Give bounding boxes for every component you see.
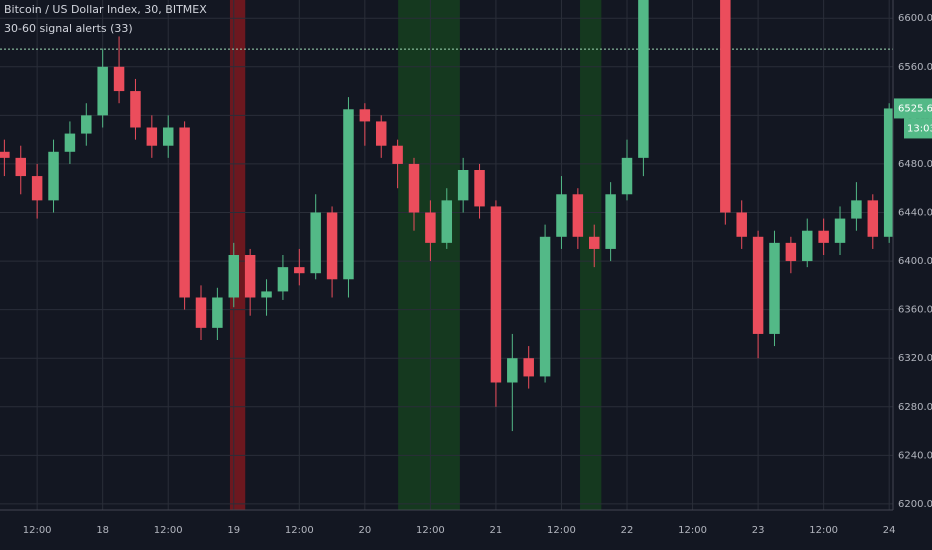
candle-body xyxy=(326,212,338,280)
candle-body xyxy=(490,206,502,383)
candle-body xyxy=(195,297,207,328)
y-tick-label: 6400.00 xyxy=(898,256,932,267)
candle-body xyxy=(113,66,125,92)
x-tick-label: 20 xyxy=(358,525,371,536)
countdown-tag xyxy=(904,118,932,139)
candle-body xyxy=(539,236,551,377)
candle-body xyxy=(851,200,862,219)
axis-layer: 6200.00 6240.00 6280.00 6320.00 6360.00 6400.… xyxy=(23,13,932,536)
candle-body xyxy=(588,236,600,249)
highlight-band xyxy=(580,0,602,510)
x-tick-label: 12:00 xyxy=(416,525,445,536)
candle-body xyxy=(883,108,893,237)
x-tick-label: 22 xyxy=(621,525,634,536)
candle-body xyxy=(277,267,289,292)
candle-body xyxy=(228,255,240,298)
candle-body xyxy=(146,127,158,146)
candle-body xyxy=(162,127,174,146)
x-tick-label: 18 xyxy=(96,525,109,536)
y-tick-label: 6440.00 xyxy=(898,208,932,219)
candle-body xyxy=(605,194,616,249)
candle-body xyxy=(425,212,436,243)
y-tick-label: 6560.00 xyxy=(898,62,932,73)
candle-body xyxy=(15,157,26,177)
candle-body xyxy=(769,242,780,334)
candle-body xyxy=(621,157,633,195)
candle-body xyxy=(474,170,485,207)
last-price-label: 6525.69 xyxy=(898,103,932,114)
x-tick-label: 12:00 xyxy=(23,525,52,536)
candle-body xyxy=(507,358,518,383)
y-tick-label: 6200.00 xyxy=(898,499,932,510)
candle-body xyxy=(294,267,305,274)
candle-body xyxy=(457,170,469,201)
x-tick-label: 12:00 xyxy=(547,525,576,536)
candle-body xyxy=(818,230,829,243)
countdown-label: 13:03 xyxy=(907,123,932,134)
candle-body xyxy=(867,200,879,237)
candle-body xyxy=(785,242,797,262)
candle-body xyxy=(0,151,10,158)
candle-body xyxy=(408,163,420,213)
candle-body xyxy=(375,121,387,146)
candle-body xyxy=(261,291,272,298)
candle-body xyxy=(48,151,59,201)
candle-body xyxy=(736,212,747,237)
x-tick-label: 19 xyxy=(227,525,240,536)
candle-body xyxy=(343,109,354,280)
candle-body xyxy=(130,91,141,128)
y-tick-label: 6600.00 xyxy=(898,13,932,24)
y-tick-label: 6280.00 xyxy=(898,402,932,413)
x-tick-label: 12:00 xyxy=(809,525,838,536)
candle-body xyxy=(97,66,108,116)
y-tick-label: 6360.00 xyxy=(898,305,932,316)
candle-body xyxy=(310,212,321,274)
candle-body xyxy=(752,236,764,334)
candle-body xyxy=(802,230,813,262)
candle-body xyxy=(834,218,846,243)
candle-body xyxy=(638,0,649,158)
candle-body xyxy=(572,194,584,237)
candle-body xyxy=(556,194,567,237)
candle-body xyxy=(212,297,223,328)
y-tick-label: 6320.00 xyxy=(898,353,932,364)
candle-body xyxy=(720,0,731,213)
candle-body xyxy=(523,358,534,377)
candle-body xyxy=(64,133,76,152)
candle-body xyxy=(179,127,190,298)
x-tick-label: 12:00 xyxy=(154,525,183,536)
candle-body xyxy=(244,255,256,298)
last-price-tag xyxy=(894,98,932,119)
candle-body xyxy=(359,109,371,122)
candle-body xyxy=(81,115,92,134)
y-tick-label: 6480.00 xyxy=(898,159,932,170)
y-tick-label: 6240.00 xyxy=(898,450,932,461)
candle-layer xyxy=(0,0,893,432)
x-tick-label: 24 xyxy=(883,525,896,536)
indicator-label: 30-60 signal alerts (33) xyxy=(4,22,133,35)
x-tick-label: 12:00 xyxy=(285,525,314,536)
candle-body xyxy=(31,176,43,201)
candle-body xyxy=(441,200,453,243)
chart-title: Bitcoin / US Dollar Index, 30, BITMEX xyxy=(4,3,207,16)
highlight-band xyxy=(398,0,460,510)
x-tick-label: 21 xyxy=(490,525,503,536)
candle-body xyxy=(392,145,403,164)
x-tick-label: 23 xyxy=(752,525,765,536)
x-tick-label: 12:00 xyxy=(678,525,707,536)
